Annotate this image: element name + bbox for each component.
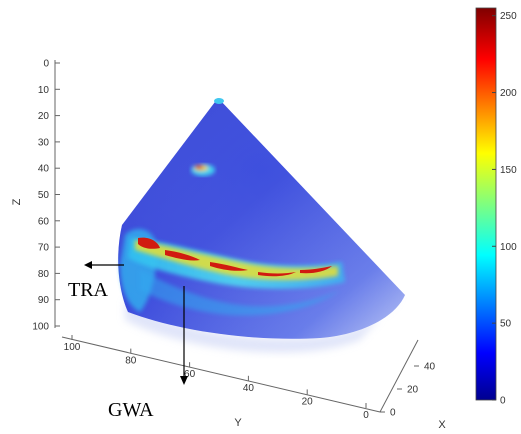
colorbar-tick-label: 150 [500,165,517,176]
volume-halo [125,295,400,353]
volume-cone-shade [118,98,405,339]
z-tick-label: 0 [43,59,49,70]
z-tick-label: 10 [38,85,50,96]
y-tick-label: 80 [125,356,137,367]
ultrasound-volume [118,98,405,353]
y-tick-label: 100 [64,342,81,353]
z-tick-label: 80 [38,269,50,280]
y-tick-label: 60 [184,369,196,380]
y-axis-ticks: 100 80 60 40 20 0 [64,335,369,421]
z-tick-label: 70 [38,243,50,254]
x-tick-label: 0 [390,408,396,419]
colorbar-tick-label: 250 [500,11,517,22]
colorbar-tick-label: 100 [500,242,517,253]
x-axis: 0 20 40 X [379,339,446,431]
colorbar-tick-label: 0 [500,396,506,407]
z-tick-label: 60 [38,216,50,227]
x-tick-label: 40 [424,362,436,373]
z-tick-label: 30 [38,137,50,148]
z-tick-label: 40 [38,164,50,175]
z-axis-label: Z [11,198,23,205]
z-tick-label: 90 [38,295,50,306]
z-axis-ticks: 0 10 20 30 40 50 60 70 80 90 100 [32,59,60,333]
x-axis-label: X [438,419,446,431]
y-tick-label: 40 [243,383,255,394]
colorbar-ticks: 250 200 150 100 50 0 [492,11,517,407]
z-axis: 0 10 20 30 40 50 60 70 80 90 100 Z [11,59,60,333]
z-tick-label: 100 [32,322,49,333]
x-axis-ticks: 0 20 40 [380,362,436,419]
tra-label: TRA [68,279,109,301]
y-axis-label: Y [234,417,242,429]
echo-band [128,237,345,289]
z-tick-label: 20 [38,111,50,122]
gwa-label: GWA [108,399,154,421]
colorbar: 250 200 150 100 50 0 [475,7,517,407]
colorbar-gradient [475,7,497,401]
z-tick-label: 50 [38,190,50,201]
x-tick-label: 20 [407,385,419,396]
gwa-annotation: GWA [108,286,188,421]
y-axis: 100 80 60 40 20 0 Y [61,335,381,429]
y-tick-label: 0 [363,410,369,421]
upper-echo-spot [191,164,215,176]
tra-annotation: TRA [68,261,124,301]
colorbar-tick-label: 50 [500,319,512,330]
lower-echo-region [140,270,340,316]
y-tick-label: 20 [302,396,314,407]
apex-spot [214,98,224,104]
colorbar-tick-label: 200 [500,88,517,99]
